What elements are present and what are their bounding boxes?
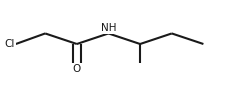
Text: Cl: Cl xyxy=(4,39,15,49)
Text: NH: NH xyxy=(100,23,116,33)
Text: O: O xyxy=(72,64,81,74)
